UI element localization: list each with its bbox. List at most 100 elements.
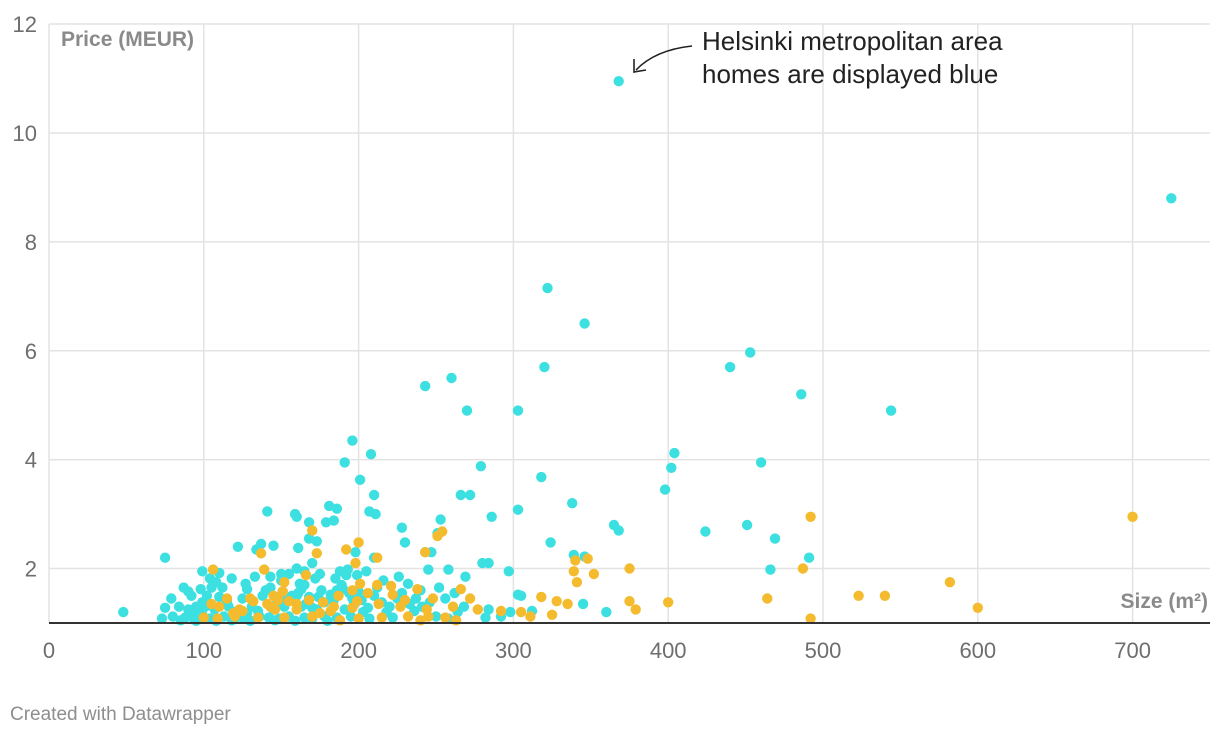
data-point [542, 282, 553, 294]
data-point [1127, 511, 1138, 522]
data-point [265, 571, 276, 582]
data-point [562, 598, 573, 610]
data-point [232, 541, 244, 552]
data-point [475, 461, 487, 472]
data-point [536, 471, 547, 483]
data-point [384, 601, 395, 612]
x-tick-label: 200 [340, 638, 377, 663]
data-point [159, 552, 171, 563]
data-point [183, 604, 194, 615]
data-point [289, 615, 301, 626]
data-point [262, 506, 273, 517]
data-point [245, 593, 256, 604]
data-point [320, 517, 332, 528]
data-point [505, 606, 516, 618]
data-point [279, 612, 290, 623]
data-point [190, 601, 202, 612]
data-point [198, 612, 209, 623]
data-point [568, 566, 579, 577]
annotation-arrowhead [633, 59, 647, 73]
credit-text: Created with Datawrapper [10, 704, 231, 725]
data-point [455, 584, 466, 595]
data-point [252, 612, 264, 623]
data-point [156, 613, 168, 624]
data-point [195, 584, 206, 595]
data-point [512, 405, 524, 416]
data-point [539, 361, 550, 373]
data-point [311, 536, 322, 547]
data-point [570, 555, 581, 566]
data-point [762, 593, 773, 604]
data-point [197, 566, 208, 577]
data-point [755, 457, 767, 468]
data-point [291, 511, 302, 522]
data-point [551, 596, 562, 607]
data-point [486, 511, 497, 522]
data-point [460, 571, 471, 582]
data-point [663, 597, 674, 608]
data-point [353, 613, 364, 624]
annotation-arrow [635, 45, 693, 71]
data-point [472, 604, 483, 615]
data-point [402, 578, 414, 589]
data-point [211, 577, 222, 588]
data-point [283, 568, 295, 580]
data-point [347, 435, 358, 446]
data-point [228, 608, 239, 619]
data-point [183, 586, 194, 597]
x-tick-label: 600 [959, 638, 996, 663]
data-point [362, 602, 374, 613]
data-point [279, 577, 290, 588]
y-tick-label: 2 [25, 557, 37, 582]
data-point [440, 612, 451, 623]
data-point [368, 489, 380, 501]
data-point [347, 602, 358, 613]
data-point [446, 372, 457, 384]
x-axis-title: Size (m²) [1120, 590, 1208, 613]
data-point [370, 508, 381, 520]
data-point [700, 526, 711, 537]
data-points [118, 76, 1177, 626]
data-point [412, 584, 423, 595]
data-point [577, 598, 589, 610]
data-point [317, 597, 329, 608]
data-point [387, 589, 398, 600]
data-point [582, 553, 593, 564]
data-point [440, 593, 451, 604]
data-point [167, 611, 178, 622]
y-axis-ticks: 2 4 6 8 10 12 [13, 12, 37, 582]
data-point [341, 544, 352, 555]
data-point [420, 380, 431, 392]
data-point [741, 519, 753, 531]
data-point [300, 569, 312, 581]
data-point [291, 604, 302, 615]
data-point [362, 587, 374, 599]
data-point [372, 552, 383, 563]
data-point [393, 571, 404, 582]
data-point [495, 605, 507, 617]
data-point [354, 578, 366, 589]
data-point [525, 611, 536, 622]
data-point [461, 405, 473, 416]
data-point [269, 604, 281, 615]
data-point [464, 593, 476, 604]
data-point [364, 613, 375, 624]
data-point [268, 540, 279, 551]
data-point [546, 609, 558, 620]
data-point [226, 573, 237, 584]
data-point [567, 498, 578, 509]
data-point [262, 598, 273, 610]
scatter-chart: 2 4 6 8 10 12 0 100 200 300 400 500 600 700 Price (M… [13, 12, 1210, 663]
annotation: Helsinki metropolitan area homes are dis… [633, 26, 1003, 89]
data-point [536, 591, 547, 603]
data-point [545, 537, 556, 548]
data-point [853, 590, 864, 601]
y-axis-title: Price (MEUR) [61, 28, 194, 51]
data-point [410, 593, 422, 604]
data-point [601, 606, 612, 618]
data-point [659, 484, 671, 495]
data-point [458, 601, 470, 612]
data-point [361, 566, 372, 577]
data-point [259, 564, 270, 575]
